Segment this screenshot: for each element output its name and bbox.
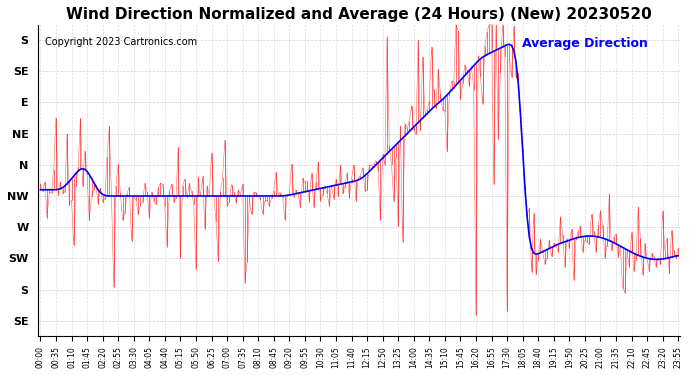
Title: Wind Direction Normalized and Average (24 Hours) (New) 20230520: Wind Direction Normalized and Average (2…: [66, 7, 652, 22]
Text: Average Direction: Average Direction: [522, 37, 649, 50]
Text: Copyright 2023 Cartronics.com: Copyright 2023 Cartronics.com: [45, 37, 197, 47]
